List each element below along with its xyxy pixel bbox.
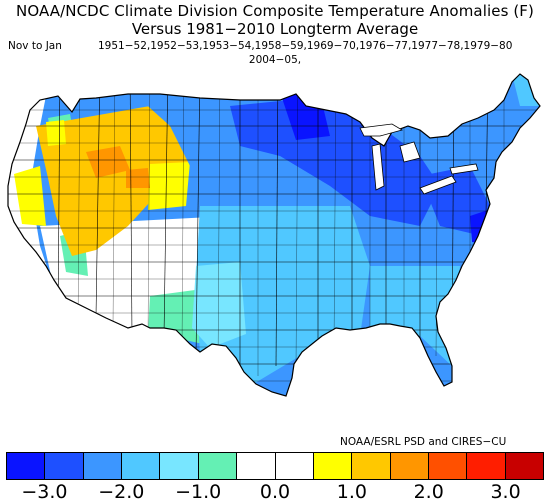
colorbar-swatch [160,453,199,479]
colorbar-swatch [390,453,429,479]
colorbar-swatch [428,453,468,479]
colorbar-tick-label: 1.0 [336,481,367,503]
colorbar-swatch [237,453,276,479]
colorbar-tick-label: 3.0 [490,481,521,503]
colorbar-tick-label: −1.0 [175,481,222,503]
colorbar-swatch [352,453,391,479]
colorbar-tick-label: 2.0 [413,481,444,503]
colorbar [6,452,544,480]
colorbar-swatch [467,453,506,479]
colorbar-swatch [198,453,238,479]
map-subtitle: Versus 1981−2010 Longterm Average [131,20,419,38]
colorbar-swatch [45,453,84,479]
map-title: NOAA/NCDC Climate Division Composite Tem… [16,2,534,20]
colorbar-swatch [122,453,161,479]
season-label: Nov to Jan [8,40,62,52]
us-climate-division-map [7,73,541,397]
colorbar-tick-label: −3.0 [21,481,68,503]
colorbar-swatch [275,453,314,479]
colorbar-tick-label: 0.0 [259,481,291,503]
colorbar-swatch [313,453,353,479]
colorbar-tick-label: −2.0 [98,481,145,503]
seasons-list-continued: 2004−05, [248,54,302,66]
division-sub-boundaries [8,74,540,382]
colorbar-swatch [7,453,46,479]
seasons-list: 1951−52,1952−53,1953−54,1958−59,1969−70,… [98,40,513,52]
great-lakes [359,123,479,195]
credit-text: NOAA/ESRL PSD and CIRES−CU [340,436,507,448]
colorbar-swatch [505,453,544,479]
colorbar-swatch [83,453,123,479]
